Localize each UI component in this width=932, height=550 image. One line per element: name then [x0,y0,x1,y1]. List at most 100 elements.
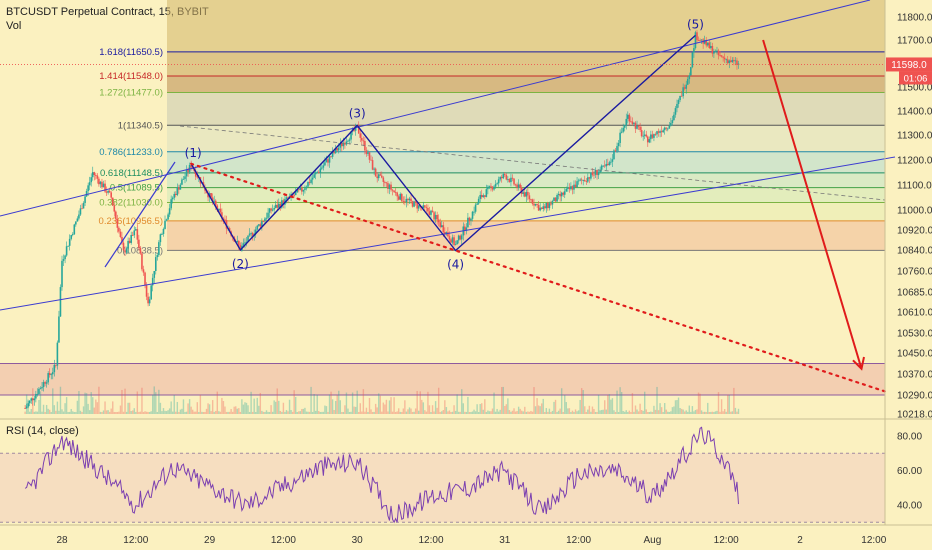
volume-bar-176 [295,396,297,414]
volume-bar-301 [487,410,489,414]
price-tick-15: 10450.0 [897,349,932,360]
volume-bar-375 [600,409,603,414]
volume-bar-434 [691,406,694,414]
volume-bar-162 [273,400,275,414]
elliott-wave-line [190,34,696,252]
volume-bar-139 [238,408,240,414]
candle-body-212 [350,131,352,140]
volume-bar-343 [551,410,554,414]
candle-body-30 [70,235,73,239]
candle-body-305 [493,186,495,190]
volume-bar-447 [711,411,714,414]
candle-body-36 [79,208,82,215]
candle-body-26 [64,255,66,260]
volume-bar-225 [370,409,372,414]
volume-bar-204 [338,390,340,414]
volume-bar-315 [508,410,511,414]
candle-body-298 [482,195,485,198]
candle-body-382 [611,159,614,162]
volume-bar-74 [138,411,140,414]
candle-body-371 [594,170,597,175]
candle-body-458 [728,60,731,64]
volume-bar-153 [259,392,262,414]
wave-0-1-line [104,161,176,268]
volume-bar-391 [625,410,627,414]
candle-body-329 [530,199,532,201]
candle-body-456 [725,59,727,61]
volume-bar-163 [275,401,277,414]
volume-bar-6 [33,411,36,414]
candle-body-27 [65,246,68,256]
volume-bar-208 [344,405,346,414]
volume-bar-453 [720,399,723,414]
price-tick-8: 11000.0 [897,206,932,217]
volume-bar-421 [671,407,674,414]
candle-body-415 [662,130,664,133]
volume-bar-165 [278,400,280,414]
candle-body-126 [218,208,220,211]
volume-bar-81 [148,412,151,414]
volume-bar-190 [316,394,318,414]
price-tick-1: 11700.0 [897,36,932,47]
volume-bar-147 [250,391,252,414]
candle-body-428 [682,87,684,97]
volume-bar-170 [285,410,288,414]
projection-dotted-line [190,162,887,393]
volume-bar-439 [699,393,701,414]
volume-bar-255 [416,390,418,414]
candle-body-217 [357,125,360,134]
volume-bar-277 [450,411,452,414]
candle-body-332 [534,203,537,206]
candle-body-239 [391,189,394,191]
time-tick-9: 12:00 [714,535,739,546]
candle-body-28 [67,245,69,247]
volume-bar-197 [327,411,329,414]
volume-bar-216 [356,390,358,414]
candle-body-310 [500,176,503,179]
candle-body-233 [382,177,385,182]
candle-body-362 [580,179,583,181]
volume-bar-39 [84,392,86,414]
volume-bar-269 [437,387,440,414]
candle-body-24 [61,260,63,288]
candle-body-254 [414,201,417,203]
candle-body-408 [651,134,654,138]
candle-body-50 [101,181,103,188]
volume-bar-363 [582,390,584,414]
candle-body-121 [210,193,212,198]
volume-bar-2 [27,399,29,414]
volume-bar-308 [497,411,500,414]
candle-body-204 [337,147,340,151]
volume-bar-203 [336,395,338,414]
candle-body-161 [271,209,274,211]
volume-bar-218 [359,403,361,414]
candle-body-70 [131,234,134,236]
volume-bar-404 [645,409,647,414]
candle-body-94 [168,208,171,215]
volume-bar-362 [580,388,583,414]
candle-body-378 [605,163,608,167]
volume-bar-452 [719,411,721,414]
volume-bar-20 [55,410,57,414]
volume-bar-426 [679,407,681,414]
candle-body-87 [158,242,160,256]
candle-body-297 [480,194,483,198]
candle-body-104 [184,176,186,179]
candle-body-105 [185,169,188,177]
fib-label-4: 0.786(11233.0) [99,147,163,158]
volume-bar-195 [324,405,326,414]
candle-body-206 [341,143,343,147]
volume-bar-77 [142,411,145,414]
candle-body-15 [47,373,49,383]
volume-bar-349 [560,388,563,414]
candle-body-437 [696,32,698,41]
volume-bar-243 [398,408,400,414]
candle-body-252 [411,201,414,207]
volume-bar-397 [634,405,637,414]
volume-bar-169 [284,411,286,414]
volume-bar-370 [593,408,595,414]
volume-bar-54 [107,410,109,414]
candle-body-68 [128,240,131,243]
candle-body-127 [219,208,222,213]
